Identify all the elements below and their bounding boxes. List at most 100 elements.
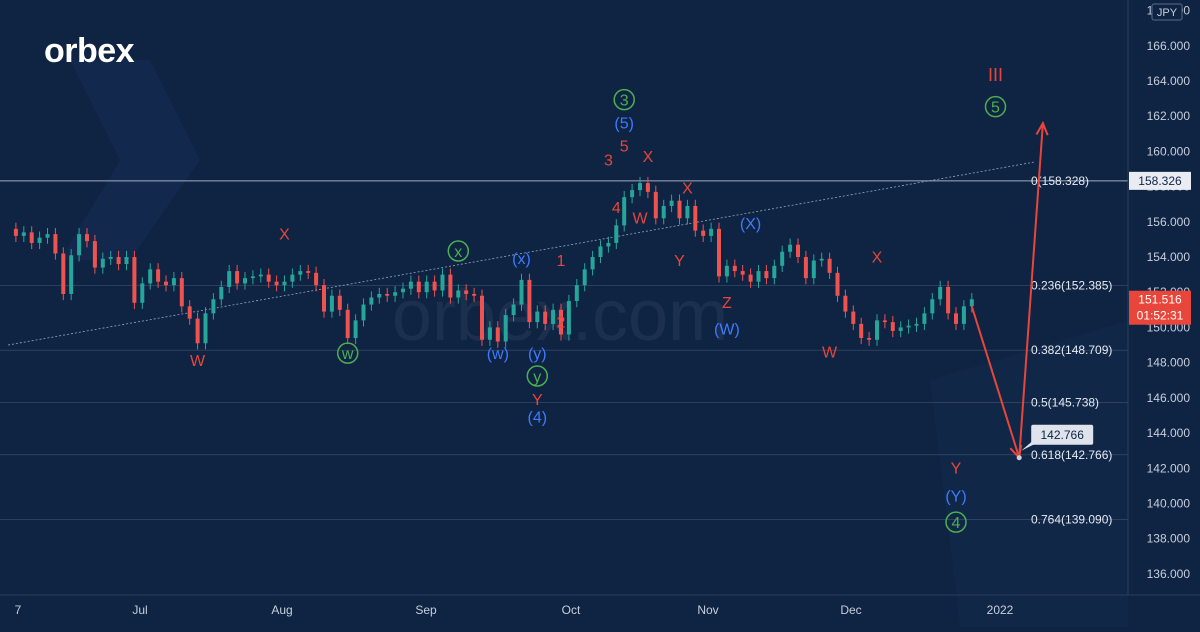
candle-body [116,257,121,265]
candle-body [377,293,382,298]
candle-body [179,278,184,307]
wave-label: 4 [612,200,621,217]
orbex-logo: orbex [44,32,135,70]
candle-body [764,271,769,279]
candle-body [472,293,477,296]
candle-body [961,306,966,324]
candle-body [345,309,350,338]
candle-body [164,281,168,286]
fibonacci-levels: 0(158.328) 0.236(152.385) 0.382(148.709) 0.… [0,174,1128,526]
y-tick-label: 160.000 [1147,144,1191,158]
fib-label: 0.618(142.766) [1031,448,1112,462]
backdrop-chevron [60,60,200,260]
y-tick-label: 142.000 [1147,461,1191,475]
candle-body [227,271,232,287]
candle-body [448,274,453,298]
candle-body [329,295,334,312]
wave-label: X [682,181,693,198]
wave-label: w [341,346,354,363]
candle-body [748,274,753,282]
candle-body [92,241,97,268]
fib-label: 0.382(148.709) [1031,343,1112,357]
price-tags: 158.326 151.516 01:52:31 142.766 [1021,171,1191,451]
candle-body [156,269,161,282]
candle-body [653,191,658,219]
fib-label: 0.236(152.385) [1031,278,1112,292]
candle-body [811,260,816,279]
candle-body [495,327,500,342]
x-tick-label: Sep [415,603,437,617]
wave-labels: WXwx(w)(x)(y)yY(4)12345(5)3XWXYZ(W)(X)WX… [190,65,1007,533]
countdown-label: 01:52:31 [1137,309,1184,323]
currency-badge: JPY [1151,3,1183,21]
candle-body [527,279,532,323]
wave-label: 2 [557,314,566,331]
candle-body [21,232,26,236]
candle-body [298,271,303,275]
candle-body [511,304,516,316]
forecast-segment [1018,123,1044,458]
candle-body [566,301,571,335]
y-tick-label: 148.000 [1147,356,1191,370]
y-tick-label: 166.000 [1147,39,1191,53]
candle-body [827,258,832,273]
wave-label: (x) [512,251,531,268]
candle-body [677,200,682,219]
target-point [1016,455,1022,461]
candle-body [535,311,540,323]
candle-body [69,255,74,294]
x-tick-label: Nov [697,603,718,617]
candle-body [337,295,342,310]
candle-body [582,269,587,286]
candle-body [590,257,595,270]
wave-label: (4) [528,409,548,426]
candle-body [882,320,887,323]
candle-body [85,234,89,242]
y-tick-label: 136.000 [1147,567,1191,581]
wave-label: 1 [557,253,566,270]
candle-body [890,322,895,331]
candle-body [875,320,879,340]
wave-label: X [279,226,290,243]
price-series [13,176,974,350]
candle-body [132,257,137,303]
wave-label-circle [945,511,967,533]
candle-body [29,232,34,243]
candle-body [669,200,674,206]
candle-body [756,271,761,282]
candle-body [843,295,848,312]
candle-body [306,271,311,273]
candle-body [922,313,927,324]
candle-body [440,274,445,291]
forecast-arrowhead [1035,120,1049,136]
current-price-label: 151.516 [1138,293,1182,307]
trendline [7,161,1036,346]
wave-label: X [872,249,883,266]
y-tick-label: 140.000 [1147,496,1191,510]
candle-body [432,281,437,291]
current-price-tag [1129,290,1191,325]
candle-body [732,265,737,272]
wave-label: 5 [991,100,1000,117]
candle-body [788,244,793,252]
wave-label: Y [951,461,962,478]
candle-body [630,190,635,198]
wave-label: 3 [604,152,613,169]
x-tick-label: 7 [15,603,22,617]
candle-body [258,274,263,277]
candle-body [424,281,429,293]
candle-body [574,285,579,302]
candle-body [693,205,698,231]
wave-label: (y) [528,346,547,363]
wave-label: (5) [614,116,634,133]
forecast-path [970,120,1049,461]
wave-label: W [632,211,648,228]
wave-label-circle [447,240,470,262]
candle-body [724,265,729,277]
wave-label: (w) [487,346,509,363]
wave-label: (Y) [945,489,966,506]
wave-label: Z [722,295,732,312]
wave-label-circle [526,365,549,387]
